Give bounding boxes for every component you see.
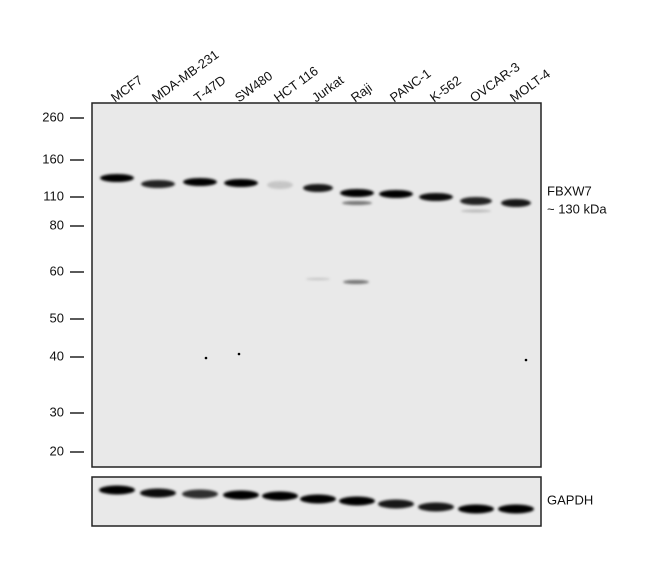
target-size: ~ 130 kDa — [547, 201, 607, 216]
lane-label: PANC-1 — [387, 66, 434, 106]
target-band — [303, 184, 333, 192]
target-band — [224, 179, 258, 187]
gapdh-band — [458, 504, 494, 514]
target-band — [460, 197, 492, 205]
gapdh-band — [300, 494, 336, 504]
target-band — [100, 174, 134, 182]
gapdh-band — [182, 489, 218, 499]
lane-label: T-47D — [191, 72, 228, 105]
lane-label: Raji — [348, 80, 375, 105]
marker-label: 260 — [42, 109, 64, 124]
target-name: FBXW7 — [547, 183, 592, 198]
extra-band — [461, 209, 491, 213]
target-band — [267, 181, 293, 189]
lane-label: MCF7 — [108, 72, 145, 105]
marker-label: 20 — [50, 443, 64, 458]
loading-label: GAPDH — [547, 492, 593, 507]
target-band — [340, 189, 374, 197]
extra-band — [343, 280, 369, 284]
speck — [204, 356, 208, 360]
marker-label: 80 — [50, 217, 64, 232]
speck — [237, 352, 241, 356]
target-band — [419, 193, 453, 201]
marker-label: 40 — [50, 348, 64, 363]
main-blot — [91, 102, 542, 468]
target-band — [501, 199, 531, 207]
extra-band — [306, 277, 330, 281]
marker-label: 160 — [42, 151, 64, 166]
speck — [524, 358, 528, 362]
target-band — [379, 190, 413, 198]
gapdh-band — [339, 496, 375, 506]
lane-label: SW480 — [232, 68, 275, 105]
gapdh-band — [262, 491, 298, 501]
extra-band — [342, 201, 372, 205]
marker-label: 60 — [50, 263, 64, 278]
marker-label: 50 — [50, 310, 64, 325]
gapdh-band — [99, 485, 135, 495]
marker-label: 110 — [43, 188, 64, 203]
gapdh-band — [223, 490, 259, 500]
target-band — [141, 180, 175, 188]
bands — [99, 174, 534, 514]
target-band — [183, 178, 217, 186]
gapdh-band — [418, 502, 454, 512]
gapdh-band — [140, 488, 176, 498]
marker-label: 30 — [50, 404, 64, 419]
gapdh-band — [498, 504, 534, 514]
gapdh-band — [378, 499, 414, 509]
